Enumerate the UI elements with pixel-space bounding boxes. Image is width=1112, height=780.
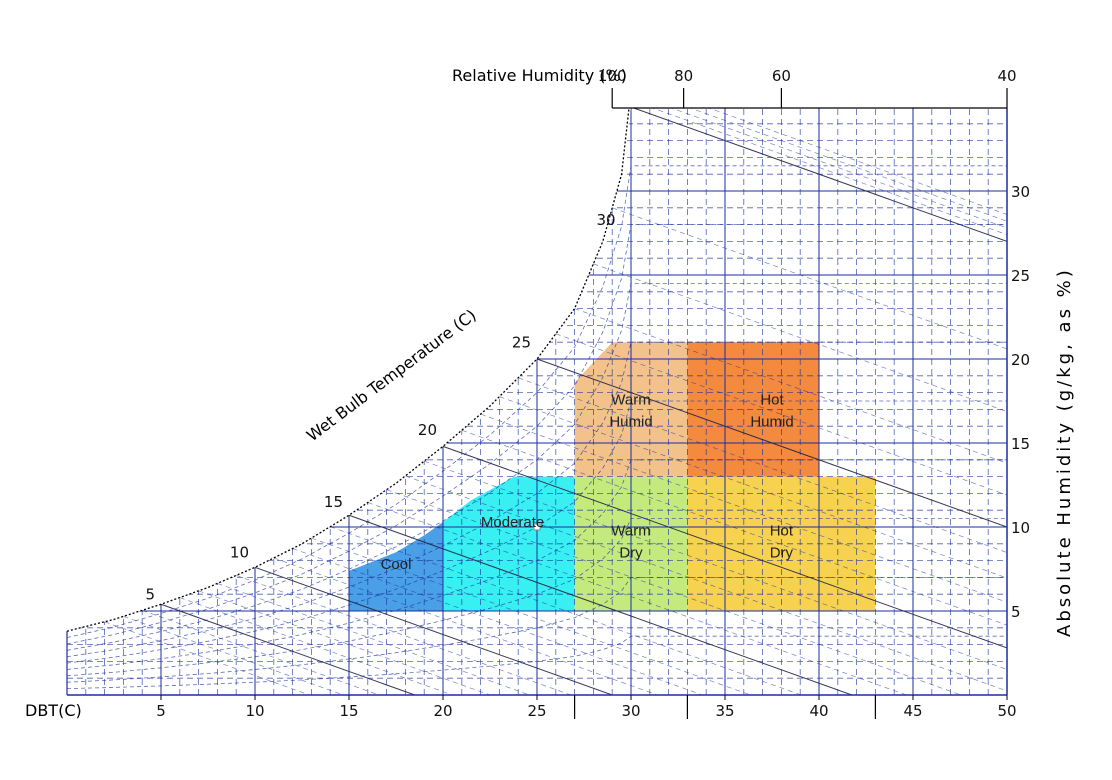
zone-label-warm-dry: Warm Dry — [611, 522, 650, 561]
zone-label-cool: Cool — [381, 556, 412, 573]
zone-label-warm-humid: Warm Humid — [609, 391, 652, 430]
wet-bulb-line — [179, 597, 453, 695]
zone-label-hot-dry: Hot Dry — [770, 522, 794, 561]
wet-bulb-line — [273, 557, 658, 695]
y-tick-label: 15 — [1011, 435, 1030, 453]
zone-label-line: Humid — [609, 413, 652, 430]
zone-cool — [349, 522, 443, 611]
wet-bulb-line — [593, 263, 1007, 412]
zone-label-line: Warm — [611, 391, 650, 408]
wet-bulb-line — [160, 603, 415, 695]
wet-bulb-line — [668, 108, 1007, 229]
wet-bulb-tick-label: 15 — [324, 493, 343, 511]
zone-label-hot-humid: Hot Humid — [750, 391, 793, 430]
wet-bulb-tick-label: 20 — [418, 421, 437, 439]
wet-bulb-line — [123, 616, 344, 695]
rh-curve — [67, 282, 1007, 651]
x-tick-label: 20 — [433, 702, 452, 720]
wet-bulb-line — [104, 621, 310, 695]
axis-ticks: 5 10 15 20 25 30 35 40 45 50 5 10 15 20 25 30 100 80 60 40 5… — [145, 67, 1030, 720]
wet-bulb-line — [630, 108, 1007, 242]
x-tick-label: 15 — [339, 702, 358, 720]
wet-bulb-line — [405, 475, 1007, 692]
wet-bulb-label: Wet Bulb Temperature (C) — [303, 305, 480, 445]
x-axis-label: DBT(C) — [25, 701, 82, 720]
wet-bulb-tick-label: 25 — [512, 334, 531, 352]
wet-bulb-line — [612, 207, 1007, 350]
wet-bulb-line — [480, 413, 1007, 603]
state-point-marker — [533, 523, 541, 531]
wet-bulb-line — [687, 108, 1007, 222]
wet-bulb-line — [217, 583, 530, 695]
y-tick-label: 25 — [1011, 267, 1030, 285]
y-tick-label: 30 — [1011, 183, 1030, 201]
wet-bulb-line — [292, 548, 703, 695]
y-axis-label: Absolute Humidity (g/kg, as %) — [1054, 267, 1075, 637]
saturation-curve — [66, 107, 630, 632]
wet-bulb-line — [518, 377, 1007, 553]
zone-label-line: Hot — [770, 522, 794, 539]
rh-tick-label: 100 — [598, 67, 627, 85]
wet-bulb-line — [424, 460, 1007, 670]
rh-tick-label: 40 — [997, 67, 1016, 85]
wet-bulb-line — [311, 537, 751, 695]
zone-labels: Cool Moderate Warm Dry Hot Dry Warm Humid Hot Hum… — [381, 391, 794, 573]
rh-curve — [67, 224, 1007, 645]
zone-label-line: Cool — [381, 556, 412, 573]
zone-label-moderate: Moderate — [481, 514, 544, 531]
rh-curve — [67, 635, 1007, 689]
rh-curve — [67, 518, 1007, 677]
rh-curve — [67, 341, 1007, 658]
x-tick-label: 40 — [809, 702, 828, 720]
wet-bulb-line — [574, 308, 1007, 464]
y-tick-label: 5 — [1011, 603, 1021, 621]
x-tick-label: 45 — [903, 702, 922, 720]
zone-label-line: Humid — [750, 413, 793, 430]
wet-bulb-line — [198, 590, 491, 695]
rh-curve — [67, 459, 1007, 670]
wet-bulb-tick-label: 5 — [145, 586, 155, 604]
zone-label-line: Dry — [770, 544, 794, 561]
rh-tick-label: 80 — [674, 67, 693, 85]
rh-curve — [67, 165, 1007, 638]
y-tick-label: 20 — [1011, 351, 1030, 369]
zone-label-line: Dry — [619, 544, 643, 561]
wet-bulb-line — [555, 333, 1007, 496]
wet-bulb-tick-label: 10 — [230, 544, 249, 562]
rh-tick-label: 60 — [772, 67, 791, 85]
zone-label-line: Hot — [760, 391, 784, 408]
zone-label-line: Moderate — [481, 514, 544, 531]
zone-label-line: Warm — [611, 522, 650, 539]
x-tick-label: 25 — [527, 702, 546, 720]
wet-bulb-tick-label: 30 — [597, 211, 616, 229]
wet-bulb-line — [649, 108, 1007, 236]
x-tick-label: 50 — [997, 702, 1016, 720]
rh-curve — [67, 577, 1007, 683]
x-tick-label: 10 — [245, 702, 264, 720]
wet-bulb-line — [386, 489, 962, 695]
wet-bulb-line — [461, 429, 1007, 626]
wet-bulb-line — [142, 609, 380, 695]
relative-humidity-label: Relative Humidity (%) — [452, 66, 627, 85]
x-tick-label: 30 — [621, 702, 640, 720]
wet-bulb-line — [442, 445, 1007, 649]
wet-bulb-line — [536, 358, 1007, 528]
x-tick-label: 5 — [156, 702, 166, 720]
y-tick-label: 10 — [1011, 519, 1030, 537]
wet-bulb-line — [254, 566, 613, 695]
wet-bulb-line — [330, 526, 802, 695]
x-tick-label: 35 — [715, 702, 734, 720]
